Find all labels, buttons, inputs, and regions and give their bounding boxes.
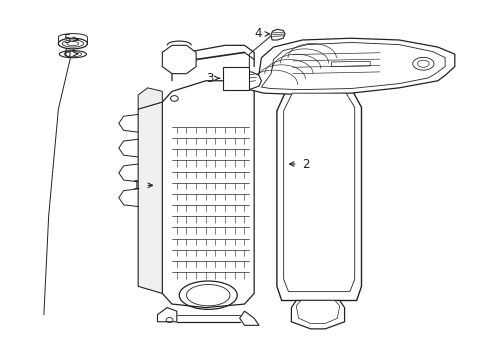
- Polygon shape: [239, 311, 259, 325]
- Text: 6: 6: [63, 47, 70, 60]
- Polygon shape: [261, 42, 444, 90]
- Polygon shape: [296, 301, 339, 324]
- Polygon shape: [249, 38, 454, 94]
- Polygon shape: [270, 30, 285, 40]
- Polygon shape: [237, 72, 261, 90]
- Text: 4: 4: [253, 27, 261, 40]
- Polygon shape: [138, 102, 162, 293]
- Polygon shape: [291, 301, 344, 329]
- Text: 1: 1: [133, 179, 140, 192]
- Polygon shape: [276, 90, 361, 301]
- Text: 2: 2: [302, 158, 309, 171]
- Bar: [223, 67, 249, 90]
- Text: 3: 3: [205, 72, 213, 85]
- Polygon shape: [162, 45, 196, 74]
- Polygon shape: [138, 88, 162, 109]
- Polygon shape: [162, 81, 254, 307]
- Polygon shape: [157, 307, 177, 322]
- Polygon shape: [283, 93, 354, 292]
- Text: 5: 5: [63, 33, 70, 46]
